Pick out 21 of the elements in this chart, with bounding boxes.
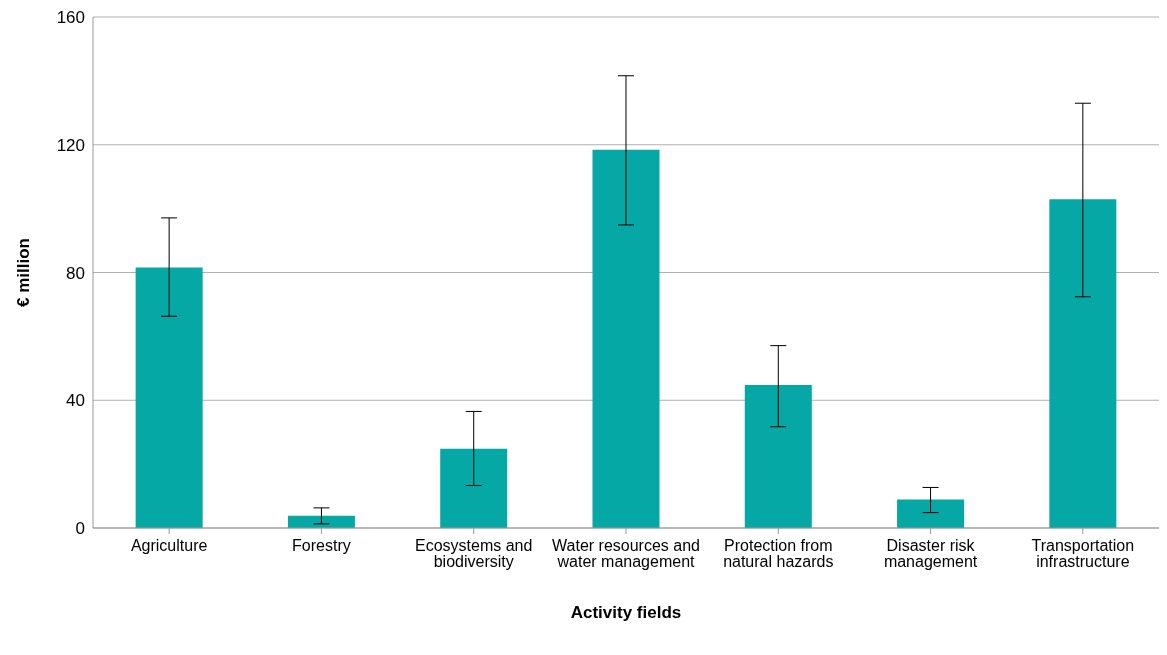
x-tick-label: Forestry [292, 537, 351, 555]
y-axis-title: € million [14, 238, 34, 307]
x-tick-label: Protection from natural hazards [723, 537, 834, 571]
x-tick-label: Ecosystems and biodiversity [415, 537, 533, 571]
x-tick-label: Transportation infrastructure [1031, 537, 1135, 571]
x-axis-title: Activity fields [570, 603, 682, 622]
y-tick-label: 0 [75, 519, 85, 539]
bar [135, 267, 203, 528]
bar [592, 149, 660, 528]
bar [744, 384, 812, 528]
y-tick-label: 120 [56, 135, 85, 155]
y-tick-label: 40 [66, 391, 85, 411]
x-tick-label: Water resources and water management [552, 537, 700, 571]
bar [1049, 199, 1117, 528]
x-tick-label: Agriculture [130, 537, 208, 555]
bar [287, 515, 355, 528]
y-tick-label: 160 [56, 8, 85, 28]
x-tick-label: Disaster risk management [883, 537, 978, 571]
y-tick-label: 80 [66, 263, 85, 283]
bar [897, 499, 965, 528]
bar [440, 448, 508, 528]
